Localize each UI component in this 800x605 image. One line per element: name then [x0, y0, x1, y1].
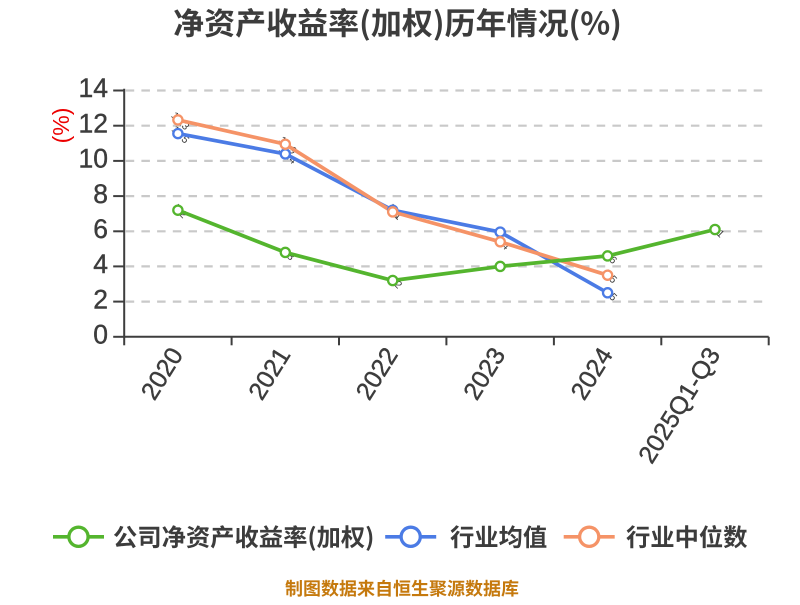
svg-text:4: 4 — [93, 249, 108, 279]
svg-text:2: 2 — [93, 284, 108, 314]
svg-text:10: 10 — [79, 144, 108, 174]
svg-text:(%): (%) — [48, 108, 74, 144]
svg-text:14: 14 — [79, 73, 108, 103]
svg-text:8: 8 — [93, 179, 108, 209]
svg-text:6: 6 — [93, 214, 108, 244]
svg-text:12: 12 — [79, 108, 108, 138]
svg-text:0: 0 — [93, 320, 108, 350]
